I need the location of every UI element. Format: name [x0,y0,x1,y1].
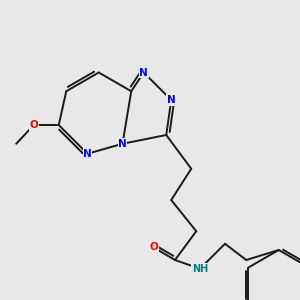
Text: N: N [167,95,176,105]
Text: NH: NH [192,264,208,274]
Text: N: N [140,68,148,77]
Text: O: O [29,120,38,130]
Text: N: N [118,139,127,149]
Text: N: N [83,149,92,159]
Text: O: O [149,242,158,253]
